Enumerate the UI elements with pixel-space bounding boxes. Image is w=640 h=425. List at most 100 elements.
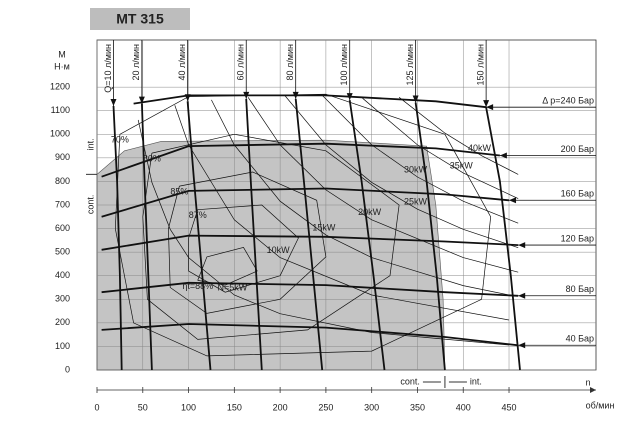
power-curve — [321, 94, 519, 224]
arrow-head — [509, 197, 517, 204]
power-label: 30kW — [404, 164, 428, 174]
arrow-head — [243, 91, 250, 99]
arrow-head — [518, 342, 526, 349]
pressure-line — [101, 187, 510, 218]
y-tick-label: 500 — [55, 247, 70, 257]
efficiency-label: 85% — [170, 187, 188, 197]
arrow-head — [138, 96, 145, 104]
power-curve — [362, 97, 519, 199]
y-tick-label: 1200 — [50, 82, 70, 92]
y-tick-label: 1000 — [50, 129, 70, 139]
flow-line — [294, 98, 324, 371]
arrow-head — [483, 100, 490, 108]
flow-label: 100 л/мин — [339, 44, 349, 85]
power-label: 15kW — [312, 222, 336, 232]
efficiency-label: 70% — [111, 135, 129, 145]
x-tick-label: 350 — [410, 402, 425, 412]
power-label: 10kW — [267, 245, 291, 255]
power-curve — [247, 97, 519, 273]
power-curve — [398, 97, 519, 175]
pressure-label: 160 Бар — [561, 189, 594, 199]
power-label: 20kW — [358, 207, 382, 217]
zone-cont: cont. — [85, 195, 95, 215]
x-tick-label: 0 — [94, 402, 99, 412]
flow-label: 125 л/мин — [405, 44, 415, 85]
efficiency-curve — [197, 246, 258, 286]
efficiency-curve — [168, 171, 327, 314]
x-tick-label: 100 — [181, 402, 196, 412]
y-tick-label: 700 — [55, 199, 70, 209]
y-tick-label: 800 — [55, 176, 70, 186]
arrow-head — [346, 93, 353, 101]
arrow-head — [590, 387, 596, 393]
flow-line — [112, 105, 123, 371]
y-tick-label: 0 — [65, 364, 70, 374]
x-label: n — [585, 377, 590, 387]
y-unit: Н·м — [54, 61, 70, 71]
efficiency-label: ηt=88% — [182, 281, 213, 291]
pressure-label: 200 Бар — [561, 144, 594, 154]
pressure-line — [101, 281, 519, 297]
power-label: 40kW — [468, 143, 492, 153]
pressure-line — [133, 94, 487, 109]
flow-line — [485, 107, 521, 371]
y-tick-label: 600 — [55, 223, 70, 233]
flow-line — [348, 99, 386, 371]
x-tick-label: 50 — [138, 402, 148, 412]
power-label: N=5kW — [217, 282, 247, 292]
power-curve — [174, 105, 510, 321]
arrow-head — [518, 242, 526, 249]
flow-label: 40 л/мин — [177, 44, 187, 80]
x-tick-label: 200 — [273, 402, 288, 412]
pressure-label: 80 Бар — [566, 284, 594, 294]
pressure-line — [101, 323, 519, 347]
pressure-label: 120 Бар — [561, 233, 594, 243]
flow-line — [186, 101, 212, 371]
power-label: 25kW — [404, 197, 428, 207]
chart-title: MT 315 — [116, 11, 164, 27]
efficiency-label: 87% — [189, 210, 207, 220]
flow-line — [141, 103, 153, 371]
pressure-line — [101, 142, 500, 178]
x-tick-label: 400 — [456, 402, 471, 412]
arrow-head — [184, 94, 191, 102]
zone-cont: cont. — [400, 376, 420, 386]
y-tick-label: 400 — [55, 270, 70, 280]
pressure-label: 40 Бар — [566, 334, 594, 344]
arrow-head — [110, 99, 117, 106]
flow-line — [414, 102, 446, 371]
arrow-head — [412, 95, 419, 103]
zone-int: int. — [470, 376, 482, 386]
flow-label: 80 л/мин — [285, 44, 295, 80]
y-tick-label: 300 — [55, 294, 70, 304]
flow-label: 20 л/мин — [131, 44, 141, 80]
x-tick-label: 250 — [318, 402, 333, 412]
arrow-head — [499, 152, 507, 159]
y-tick-label: 100 — [55, 341, 70, 351]
arrow-head — [486, 104, 494, 111]
power-label: 35kW — [450, 160, 474, 170]
efficiency-label: 80% — [143, 154, 161, 164]
arrow-head — [518, 292, 526, 299]
y-tick-label: 200 — [55, 317, 70, 327]
efficiency-curve — [142, 133, 400, 340]
flow-label: Q=10 л/мин — [103, 44, 113, 93]
x-tick-label: 300 — [364, 402, 379, 412]
x-tick-label: 450 — [502, 402, 517, 412]
x-unit: об/мин — [586, 400, 615, 410]
title-box — [90, 8, 190, 30]
arrow-head — [292, 91, 299, 99]
y-label: M — [58, 49, 66, 59]
zone-int: int. — [85, 138, 95, 150]
y-tick-label: 900 — [55, 152, 70, 162]
pressure-label: Δ р=240 Бар — [542, 96, 594, 106]
flow-label: 60 л/мин — [236, 44, 246, 80]
flow-label: 150 л/мин — [476, 44, 486, 85]
continuous-area — [96, 139, 446, 371]
power-curve — [284, 95, 519, 249]
flow-line — [245, 98, 263, 371]
pressure-line — [101, 234, 519, 251]
y-tick-label: 1100 — [51, 105, 70, 115]
